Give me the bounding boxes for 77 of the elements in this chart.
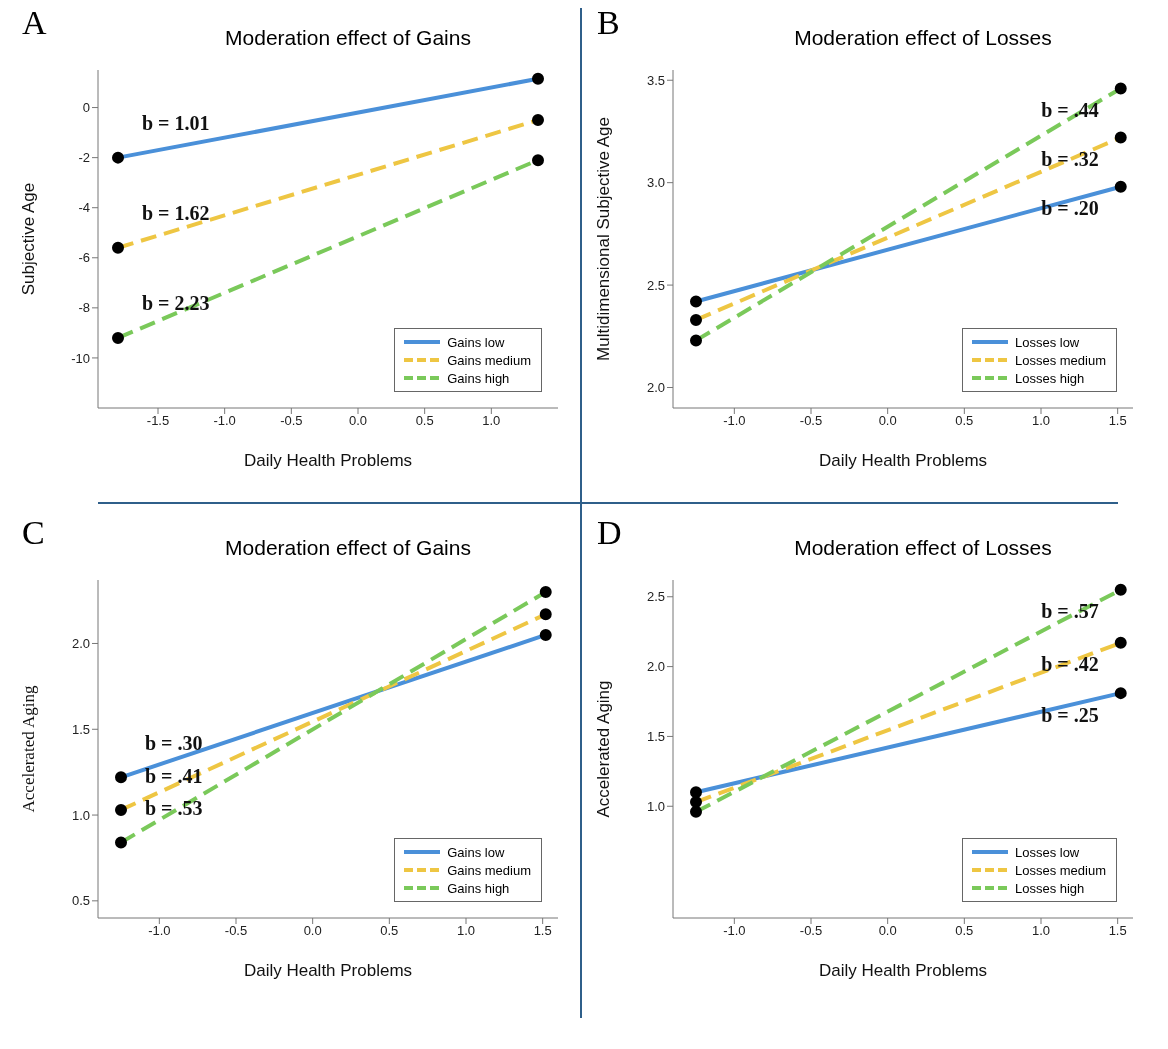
annotation: b = .32 [1041,148,1099,171]
text: C [22,514,45,552]
y-tick-label: 2.0 [646,659,665,675]
y-axis-title: Accelerated Aging [594,680,614,818]
x-tick-label: 0.0 [348,413,368,429]
x-tick-label: -1.0 [148,923,171,939]
y-tick-label: 1.5 [71,721,90,737]
legend-label: Losses medium [1014,862,1106,878]
chart-title: Moderation effect of Gains [225,536,471,559]
x-tick-label: 1.5 [533,923,552,939]
x-tick-label: 0.5 [380,923,399,939]
annotation: b = .44 [1041,99,1099,122]
annotation: b = 1.01 [142,112,210,135]
x-tick-label: 1.5 [1108,923,1127,939]
legend-label: Losses low [1014,334,1080,350]
x-axis-title: Daily Health Problems [818,451,988,470]
x-axis-title: Daily Health Problems [818,961,988,980]
y-axis-title: Subjective Age [19,182,39,296]
legend-label: Gains high [447,880,510,896]
annotation: b = .53 [145,797,203,820]
x-tick-label: 0.0 [878,923,897,939]
y-tick-label: -4 [78,200,90,216]
y-tick-label: 2.5 [646,589,665,605]
y-tick-label: -6 [78,250,90,266]
legend-label: Gains medium [447,352,531,368]
x-tick-label: -0.5 [224,923,248,939]
legend-label: Losses medium [1014,352,1106,368]
x-tick-label: -0.5 [799,413,823,429]
text: B [597,4,620,42]
y-tick-label: 1.0 [646,798,665,814]
legend-label: Gains low [447,844,505,860]
x-tick-label: -0.5 [799,923,823,939]
x-axis-title: Daily Health Problems [243,961,413,980]
text: A [22,4,47,42]
x-tick-label: -1.0 [723,413,746,429]
x-tick-label: 1.0 [482,413,501,429]
text: D [597,514,622,552]
legend-label: Losses high [1014,370,1085,386]
y-tick-label: 1.5 [646,729,665,745]
x-tick-label: -1.5 [146,413,170,429]
y-tick-label: 2.0 [646,380,665,396]
y-tick-label: 2.0 [71,636,90,652]
x-tick-label: 0.5 [955,413,974,429]
legend-label: Losses low [1014,844,1080,860]
legend-label: Gains medium [447,862,531,878]
x-tick-label: -1.0 [213,413,236,429]
x-tick-label: -1.0 [723,923,746,939]
y-tick-label: 0 [82,100,90,116]
y-tick-label: 3.5 [646,72,665,88]
y-tick-label: -8 [78,300,90,316]
x-axis-title: Daily Health Problems [243,451,413,470]
x-tick-label: 1.5 [1108,413,1127,429]
y-tick-label: -10 [71,350,90,366]
x-tick-label: 0.5 [955,923,974,939]
y-tick-label: 0.5 [71,893,90,909]
chart-title: Moderation effect of Losses [794,536,1052,559]
annotation: b = .30 [145,731,203,754]
x-tick-label: 1.0 [1031,413,1051,429]
chart-title: Moderation effect of Losses [794,26,1052,49]
chart-title: Moderation effect of Gains [225,26,471,49]
y-tick-label: 2.5 [646,277,665,293]
annotation: b = 1.62 [142,202,210,225]
legend-label: Losses high [1014,880,1085,896]
x-tick-label: 0.0 [878,413,897,429]
y-axis-title: Multidimensional Subjective Age [594,117,614,361]
y-tick-label: 3.0 [646,175,665,191]
y-tick-label: -2 [78,150,90,166]
x-tick-label: 0.0 [303,923,322,939]
legend-label: Gains low [447,334,505,350]
legend-label: Gains high [447,370,510,386]
y-axis-title: Accelerated Aging [19,685,39,813]
x-tick-label: 1.0 [456,923,476,939]
x-tick-label: 1.0 [1031,923,1051,939]
x-tick-label: -0.5 [280,413,303,429]
x-tick-label: 0.5 [415,413,434,429]
annotation: b = .57 [1041,600,1099,623]
y-tick-label: 1.0 [71,807,90,823]
